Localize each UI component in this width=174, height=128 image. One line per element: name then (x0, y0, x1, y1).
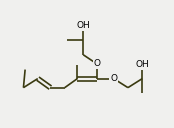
Text: O: O (93, 59, 100, 68)
Text: O: O (110, 74, 117, 83)
Text: OH: OH (135, 60, 149, 69)
Text: OH: OH (76, 21, 90, 30)
